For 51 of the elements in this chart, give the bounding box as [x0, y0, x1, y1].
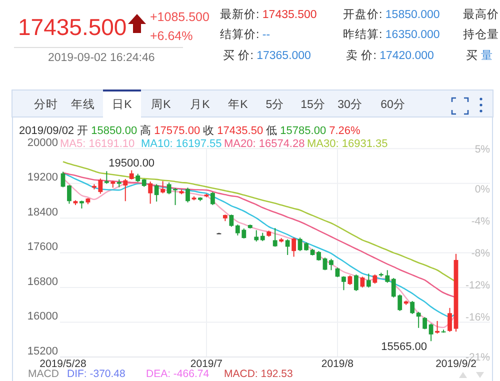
text: 周K	[151, 98, 172, 111]
text: 买 量	[466, 49, 494, 62]
text: DIF: -370.48	[67, 368, 126, 380]
text: 年K	[228, 98, 248, 111]
text: MACD: 192.53	[224, 368, 294, 380]
text: DEA: -466.74	[146, 368, 210, 380]
text: 月K	[190, 98, 210, 111]
text: +6.64%	[150, 29, 193, 43]
x-tick-label: 2019/8	[321, 358, 354, 370]
text: 60分	[380, 98, 406, 111]
text: 最新价: 17435.500	[220, 7, 317, 21]
y2-tick-label: -12%	[465, 280, 490, 292]
text: 结算价: --	[220, 28, 270, 41]
text: 持仓量	[463, 28, 499, 41]
text: 30分	[338, 98, 362, 111]
y-tick-label: 16800	[27, 276, 58, 288]
x-tick-label: 2019/5/28	[40, 358, 87, 370]
text: 最高价	[463, 7, 499, 21]
text: 日K	[112, 98, 132, 111]
y-tick-label: 20000	[27, 136, 58, 149]
text: MA30: 16931.35	[307, 138, 388, 150]
text: MA20: 16574.28	[224, 138, 305, 150]
y2-tick-label: -4%	[471, 215, 490, 228]
y-tick-label: 19200	[27, 172, 58, 184]
chart-title: 2019/09/02 开 15850.00 高 17575.00 收 17435.50 低 15785.00 7.26%	[19, 125, 360, 137]
text: 买 价: 17365.000	[223, 49, 311, 62]
text: 昨结算: 16350.000	[343, 28, 440, 41]
annotation: 15565.00	[381, 341, 428, 354]
text: 分时	[34, 98, 58, 111]
x-tick-label: 2019/7	[190, 358, 223, 370]
y2-tick-label: 5%	[474, 143, 490, 156]
text: 年线	[71, 98, 95, 111]
y-tick-label: 17600	[27, 241, 58, 254]
x-tick-label: 2019/9/2	[436, 358, 477, 370]
text: 5分	[266, 98, 284, 111]
annotation: 19500.00	[108, 157, 155, 170]
text: +1085.500	[150, 10, 210, 24]
y-tick-label: 18400	[27, 206, 58, 218]
y-tick-label: 15200	[27, 345, 58, 358]
text: MACD	[28, 368, 60, 380]
text: MA5: 16191.10	[60, 138, 135, 150]
text: 卖 价: 17420.000	[346, 49, 434, 62]
y2-tick-label: 0%	[474, 183, 490, 196]
text: 17435.500	[18, 14, 127, 40]
text: 2019-09-02 16:24:46	[48, 52, 155, 64]
y2-tick-label: -16%	[465, 312, 490, 324]
y2-tick-label: -8%	[471, 247, 490, 260]
text: 开盘价: 15850.000	[343, 8, 440, 21]
text: 15分	[300, 98, 326, 111]
text: MA10: 16197.55	[141, 138, 222, 150]
y-tick-label: 16000	[27, 310, 58, 323]
